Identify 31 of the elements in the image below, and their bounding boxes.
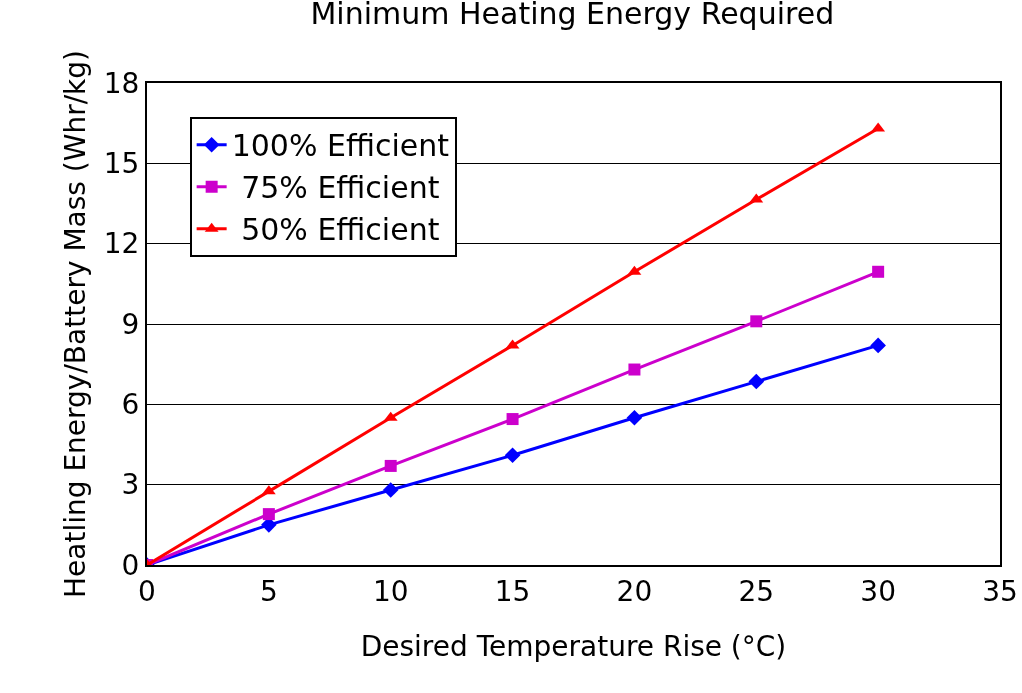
legend-label: 50% Efficient: [231, 212, 440, 248]
point: [504, 447, 521, 464]
y-axis-title: Heatling Energy/Battery Mass (Whr/kg): [58, 50, 92, 598]
x-tick-label: 35: [982, 574, 1018, 608]
point: [506, 413, 519, 426]
x-axis-title: Desired Temperature Rise (°C): [360, 630, 787, 664]
x-tick-label: 15: [494, 574, 531, 608]
point: [384, 459, 397, 472]
y-tick-label: 3: [121, 468, 140, 502]
point: [748, 373, 765, 390]
chart-title: Minimum Heating Energy Required: [310, 0, 835, 32]
point: [382, 482, 399, 498]
y-tick-label: 0: [121, 548, 140, 582]
legend-label: 75% Efficient: [231, 170, 440, 206]
x-tick-label: 10: [372, 574, 409, 608]
y-tick-label: 6: [121, 388, 140, 422]
legend-label: 100% Efficient: [231, 128, 450, 164]
x-tick-label: 30: [860, 574, 896, 608]
point: [626, 409, 643, 426]
point: [628, 363, 641, 376]
y-tick-label: 12: [103, 227, 140, 261]
y-tick-label: 15: [103, 147, 140, 181]
point: [872, 265, 885, 278]
x-tick-label: 5: [259, 574, 278, 608]
x-tick-label: 20: [616, 574, 653, 608]
point: [262, 508, 275, 521]
y-tick-label: 18: [103, 66, 140, 100]
point: [750, 315, 763, 328]
x-tick-label: 25: [738, 574, 775, 608]
y-tick-label: 9: [121, 307, 140, 341]
point: [870, 337, 886, 354]
